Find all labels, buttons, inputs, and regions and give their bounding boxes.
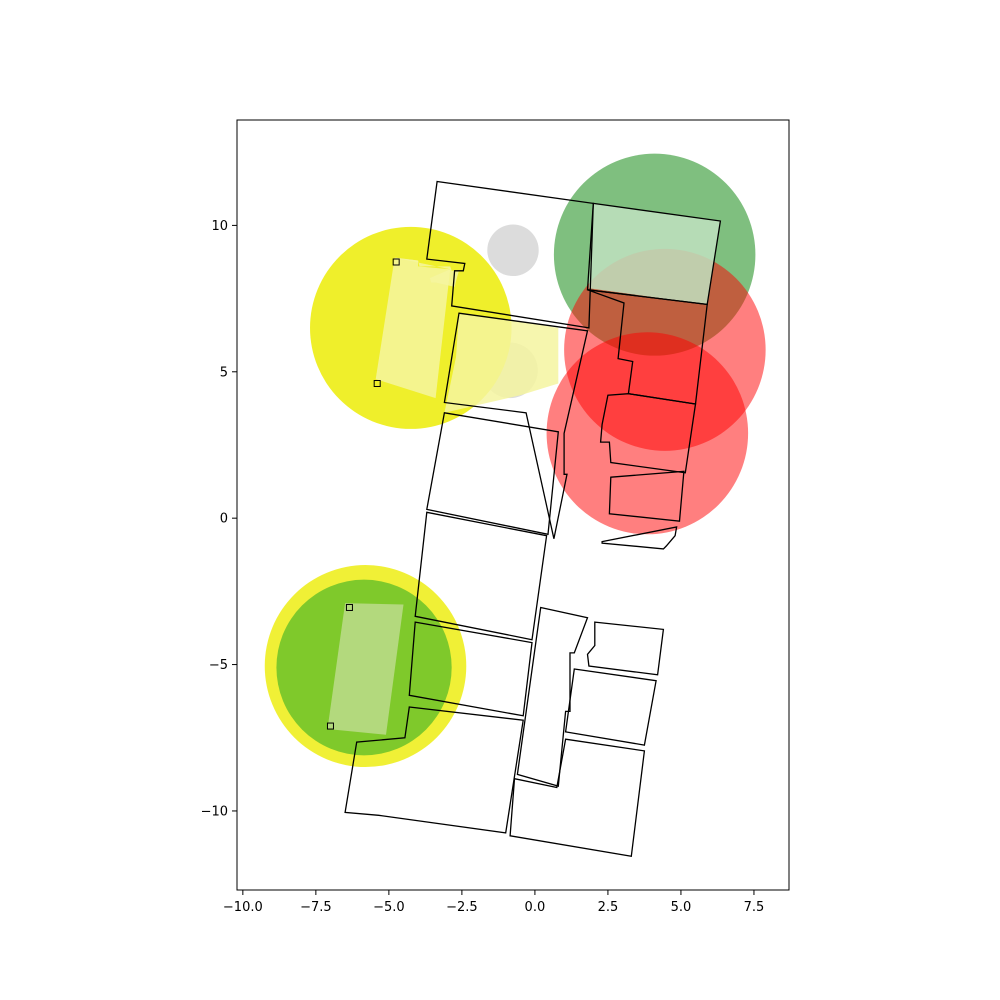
shaded-room-2	[327, 603, 404, 735]
corner-marker-1	[373, 379, 381, 387]
shaded-room-3	[588, 203, 721, 305]
y-tick-label-0: 10	[211, 219, 228, 234]
coverage-circle-0	[487, 224, 539, 277]
room-outline-4	[599, 393, 697, 474]
x-tick-label-7: 7.5	[744, 900, 765, 915]
corner-marker-2	[345, 603, 353, 611]
room-outline-0	[426, 180, 594, 329]
x-axis-ticks: −10.0 −7.5 −5.0 −2.5 0.0 2.5 5.0 7.5	[223, 890, 764, 915]
x-tick-label-5: 2.5	[598, 900, 619, 915]
x-tick-label-4: 0.0	[525, 900, 546, 915]
room-outline-9	[408, 621, 533, 717]
room-outline-7	[426, 412, 560, 536]
room-outline-6	[601, 526, 678, 550]
room-outline-8	[414, 511, 548, 641]
shaded-room-4	[444, 313, 559, 413]
y-tick-label-4: −10	[201, 804, 228, 819]
shaded-room-1	[375, 257, 451, 399]
corner-marker-0	[392, 258, 400, 266]
plot-frame	[236, 119, 790, 891]
room-outline-11	[516, 606, 589, 787]
room-outline-3	[587, 289, 708, 405]
y-tick-label-3: −5	[209, 658, 228, 673]
y-axis-ticks: 10 5 0 −5 −10	[201, 219, 237, 819]
room-outline-5	[608, 470, 685, 522]
x-tick-label-0: −10.0	[223, 900, 263, 915]
x-tick-label-2: −5.0	[373, 900, 405, 915]
room-outline-13	[564, 668, 657, 746]
shaded-rooms	[327, 203, 721, 735]
x-tick-label-3: −2.5	[446, 900, 478, 915]
room-outline-2	[443, 312, 589, 539]
x-tick-label-1: −7.5	[300, 900, 332, 915]
corner-marker-3	[326, 722, 334, 730]
room-outline-12	[586, 621, 665, 676]
room-outline-10	[344, 706, 524, 834]
room-outline-14	[509, 738, 646, 858]
room-outlines	[344, 180, 722, 858]
coverage-circle-7	[546, 332, 749, 535]
corner-markers	[326, 258, 400, 730]
y-tick-label-2: 0	[220, 512, 228, 527]
x-tick-label-6: 5.0	[671, 900, 692, 915]
y-tick-label-1: 5	[220, 365, 228, 380]
